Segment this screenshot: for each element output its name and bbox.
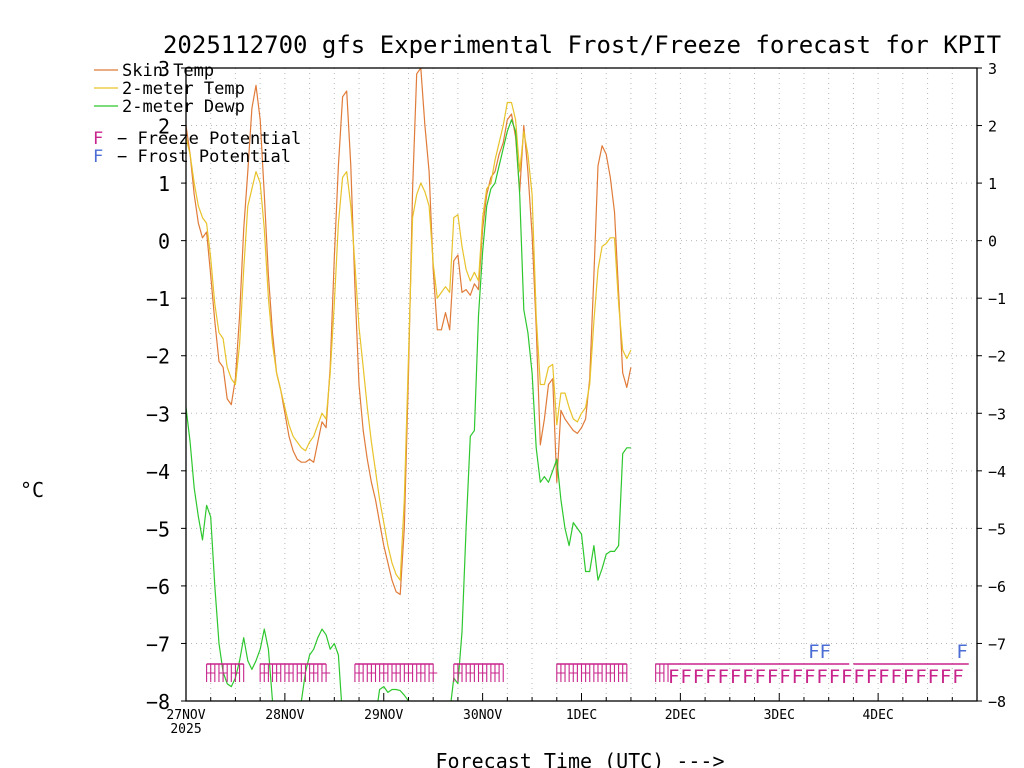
freeze-marker-letter: F xyxy=(841,666,852,688)
y-tick-label-right: −6 xyxy=(988,578,1006,596)
frost-marker: FF xyxy=(808,641,831,663)
freeze-marker-letter: F xyxy=(890,666,901,688)
series-line-2-meter-temp xyxy=(186,101,632,581)
y-tick-label-left: 0 xyxy=(158,230,170,254)
y-tick-label-right: −2 xyxy=(988,348,1006,366)
plot-frame xyxy=(185,67,978,702)
freeze-marker-letter: F xyxy=(903,666,914,688)
x-tick-label: 3DEC xyxy=(764,708,795,723)
y-tick-label-right: 1 xyxy=(988,175,997,193)
y-tick-label-left: 2 xyxy=(158,115,170,139)
y-tick-label-left: 3 xyxy=(158,57,170,81)
y-tick-label-right: 3 xyxy=(988,60,997,78)
y-tick-label-right: −8 xyxy=(988,693,1006,711)
freeze-marker-letter: F xyxy=(779,666,790,688)
y-axis-label: °C xyxy=(20,478,44,502)
series-lines xyxy=(186,68,632,701)
x-tick-label: 1DEC xyxy=(566,708,597,723)
y-tick-label-right: −5 xyxy=(988,520,1006,538)
y-tick-label-left: −6 xyxy=(146,575,170,599)
x-tick-label: 30NOV xyxy=(463,708,502,723)
freeze-marker-letter: F xyxy=(829,666,840,688)
grid xyxy=(186,67,977,702)
freeze-marker-letter: F xyxy=(816,666,827,688)
y-tick-label-left: −4 xyxy=(146,460,170,484)
x-tick-label: 29NOV xyxy=(364,708,403,723)
potential-markers: F F F F F F F F F F F F F F F F F F F F F F F FFF F xyxy=(206,641,969,688)
freeze-marker-letter: F xyxy=(693,666,704,688)
potential-legend-letter: F xyxy=(93,147,103,167)
freeze-marker-letter: F xyxy=(853,666,864,688)
freeze-marker-letter: F xyxy=(705,666,716,688)
potential-legend-label: − Frost Potential xyxy=(117,147,291,167)
freeze-marker-letter: F xyxy=(866,666,877,688)
freeze-marker-letter: F xyxy=(742,666,753,688)
frost-marker: F xyxy=(956,641,967,663)
freeze-marker-letter: F xyxy=(940,666,951,688)
y-tick-label-right: −4 xyxy=(988,463,1006,481)
x-tick-label: 28NOV xyxy=(265,708,304,723)
potential-legend-letter: F xyxy=(93,129,103,149)
freeze-marker-letter: F xyxy=(792,666,803,688)
freeze-marker-letter: F xyxy=(767,666,778,688)
freeze-marker-letter: F xyxy=(915,666,926,688)
series-line-2-meter-dewp xyxy=(186,119,631,701)
axes: 3 3 2 2 1 1 0 0 −1 −1 −2 −2 −3 −3 −4 −4 −5 −5 −6 −6 −7 −7 −8 −8… xyxy=(146,57,1006,737)
freeze-marker-letter: F xyxy=(668,666,679,688)
y-tick-label-left: −2 xyxy=(146,345,170,369)
legend-label: 2-meter Dewp xyxy=(122,97,245,117)
y-tick-label-left: −3 xyxy=(146,402,170,426)
freeze-marker-letter: F xyxy=(928,666,939,688)
freeze-marker-letter: F xyxy=(878,666,889,688)
freeze-marker-letter: F xyxy=(680,666,691,688)
chart-title: 2025112700 gfs Experimental Frost/Freeze… xyxy=(163,31,1001,59)
y-tick-label-right: 0 xyxy=(988,233,997,251)
freeze-marker-letter: F xyxy=(755,666,766,688)
y-tick-label-left: −1 xyxy=(146,287,170,311)
y-tick-label-right: −3 xyxy=(988,405,1006,423)
freeze-marker-letter: F xyxy=(804,666,815,688)
legend-label: Skin Temp xyxy=(122,61,214,81)
legend-label: 2-meter Temp xyxy=(122,79,245,99)
x-tick-label: 27NOV xyxy=(166,708,205,723)
x-year-label: 2025 xyxy=(170,722,201,737)
y-tick-label-right: 2 xyxy=(988,118,997,136)
potential-legend-label: − Freeze Potential xyxy=(117,129,301,149)
y-tick-label-right: −1 xyxy=(988,290,1006,308)
y-tick-label-right: −7 xyxy=(988,635,1006,653)
x-tick-label: 2DEC xyxy=(665,708,696,723)
y-tick-label-left: 1 xyxy=(158,172,170,196)
x-tick-label: 4DEC xyxy=(862,708,893,723)
freeze-marker-letter: F xyxy=(730,666,741,688)
freeze-marker-letter: F xyxy=(952,666,963,688)
freeze-marker-letter: F xyxy=(717,666,728,688)
y-tick-label-left: −8 xyxy=(146,690,170,714)
y-tick-label-left: −7 xyxy=(146,632,170,656)
y-tick-label-left: −5 xyxy=(146,517,170,541)
x-axis-label: Forecast Time (UTC) ---> xyxy=(436,749,725,768)
